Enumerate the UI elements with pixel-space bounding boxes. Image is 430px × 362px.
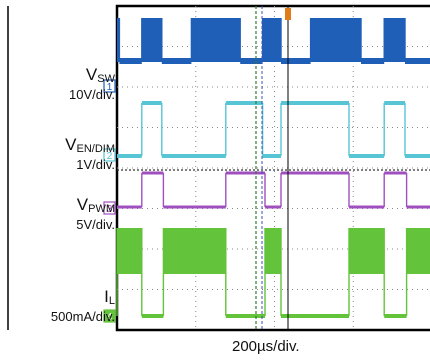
trace-segment-1 [225, 101, 263, 105]
label-vpwm: VPWM 5V/div. [76, 195, 115, 232]
channel-number-4: 4 [107, 312, 113, 323]
trace-il-ripple [406, 228, 430, 274]
trace-vsw-burst [141, 18, 162, 62]
trace-segment-2 [281, 171, 349, 175]
trace-vsw-burst [191, 18, 241, 62]
trace-segment-3 [281, 314, 349, 318]
channel-marker-4 [103, 309, 116, 323]
channel-number-2: 2 [107, 151, 113, 162]
trace-segment-3 [141, 314, 164, 318]
trace-vsw-low [281, 58, 311, 64]
trace-segment-2 [265, 205, 281, 209]
trace-vsw-burst [117, 18, 120, 62]
trace-segment-1 [161, 154, 226, 158]
trace-vsw-low [361, 58, 385, 64]
trace-segment-3 [225, 314, 265, 318]
trace-vsw-low [240, 58, 263, 64]
trace-il-ripple [117, 228, 142, 274]
trace-segment-1 [384, 101, 405, 105]
trace-segment-2 [141, 171, 164, 175]
trace-il-ripple [265, 228, 281, 274]
trace-il-ripple [163, 228, 226, 274]
trace-vsw-burst [384, 18, 405, 62]
scale-vpwm: 5V/div. [76, 217, 115, 232]
trace-segment-1 [141, 101, 162, 105]
trace-segment-1 [281, 101, 349, 105]
trace-segment-3 [384, 314, 407, 318]
trace-segment-1 [349, 154, 385, 158]
trace-vsw-burst [310, 18, 361, 62]
channel-marker-3 [103, 201, 116, 215]
trace-segment-1 [405, 154, 430, 158]
trace-vsw-low [119, 58, 142, 64]
trigger-marker [285, 8, 291, 20]
trace-vsw-burst [262, 18, 281, 62]
channel-number-3: 3 [107, 204, 113, 215]
channel-marker-2 [103, 148, 116, 162]
x-axis-label: 200µs/div. [232, 338, 300, 355]
trace-vsw-low [405, 58, 430, 64]
trace-segment-1 [262, 154, 281, 158]
channel-marker-1 [103, 79, 116, 93]
trace-segment-2 [225, 171, 265, 175]
trace-segment-2 [406, 205, 430, 209]
label-il: IL 500mA/div. [50, 287, 115, 324]
trace-il-ripple [349, 228, 385, 274]
trace-segment-2 [349, 205, 385, 209]
trace-segment-2 [384, 171, 407, 175]
scale-il: 500mA/div. [50, 309, 115, 324]
scale-vsw: 10V/div. [68, 87, 115, 102]
scale-ven-dim: 1V/div. [76, 157, 115, 172]
trace-vsw-low [161, 58, 192, 64]
label-ven-dim: VEN/DIM 1V/div. [65, 135, 115, 172]
trace-segment-1 [117, 154, 142, 158]
channel-number-1: 1 [107, 82, 113, 93]
trace-segment-2 [163, 205, 226, 209]
trace-segment-2 [117, 205, 142, 209]
label-vsw: VSW 10V/div. [68, 65, 115, 102]
